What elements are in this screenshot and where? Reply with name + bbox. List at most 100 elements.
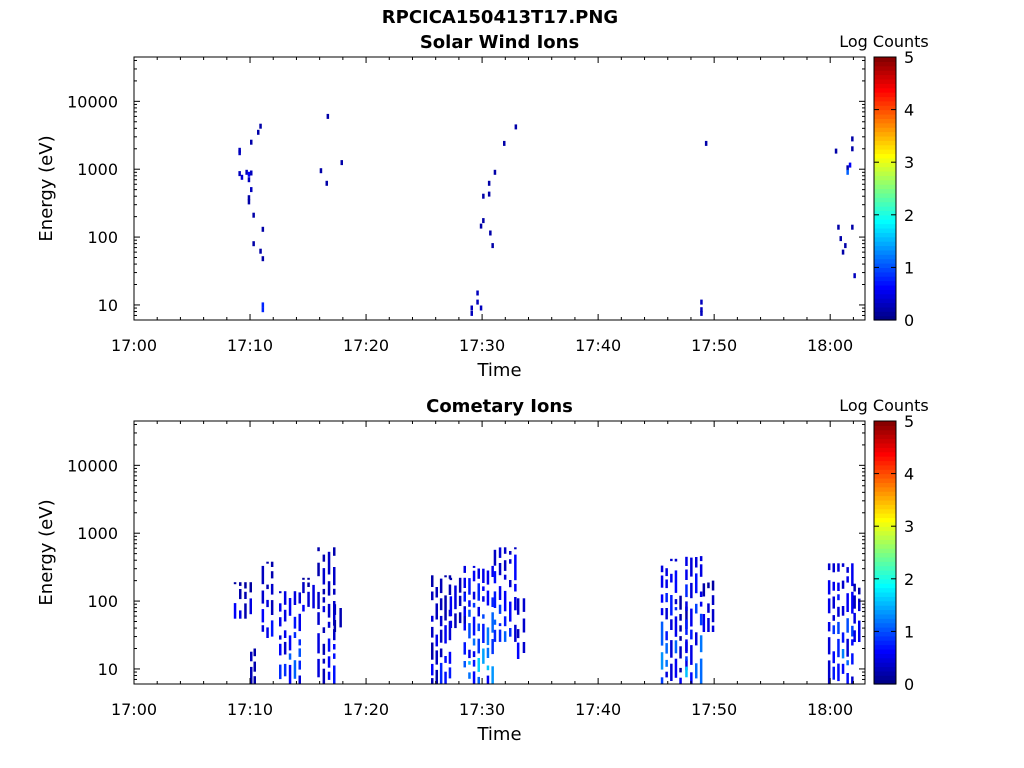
data-cell [491, 243, 494, 249]
data-cell [670, 573, 673, 583]
data-cell [298, 648, 301, 657]
data-cell [841, 663, 845, 674]
data-cell [476, 299, 479, 305]
data-cell [298, 675, 301, 684]
data-cell [307, 582, 310, 587]
data-cell [858, 598, 861, 612]
data-cell [238, 150, 241, 156]
colorbar-segment [874, 499, 896, 505]
data-cell [839, 236, 842, 242]
data-cell [482, 586, 485, 591]
colorbar-segment [874, 648, 896, 654]
data-cell [514, 597, 517, 611]
colorbar-segment [874, 61, 896, 67]
colorbar-segment [874, 561, 896, 567]
data-cell [695, 573, 698, 594]
data-cell [261, 256, 265, 262]
data-cell [674, 658, 678, 678]
data-cell [270, 571, 274, 579]
data-cell [454, 613, 457, 629]
colorbar-segment [874, 175, 896, 181]
data-cell [477, 638, 480, 654]
colorbar-segment [874, 574, 896, 580]
data-cell [482, 193, 485, 199]
data-cell [832, 615, 835, 621]
colorbar-segment [874, 460, 896, 466]
data-cell [841, 649, 845, 659]
data-cell [670, 558, 673, 562]
data-cell [846, 618, 849, 633]
colorbar-segment [874, 100, 896, 106]
colorbar-segment [874, 83, 896, 89]
data-cell [470, 305, 473, 311]
data-cell [239, 610, 242, 619]
data-cell [444, 625, 447, 644]
data-cell [239, 582, 242, 586]
data-cell [322, 643, 326, 655]
colorbar-segment [874, 214, 896, 220]
data-cell [472, 651, 476, 658]
data-cell [257, 129, 260, 135]
data-cell [674, 640, 678, 654]
colorbar-segment [874, 122, 896, 128]
colorbar-segment [874, 675, 896, 681]
colorbar-segment [874, 552, 896, 558]
colorbar-tick-label: 0 [904, 311, 914, 330]
data-cell [322, 627, 326, 633]
colorbar-segment [874, 153, 896, 159]
data-cell [448, 651, 452, 664]
data-cell [827, 580, 831, 595]
colorbar-segment [874, 105, 896, 111]
data-cell [670, 663, 673, 681]
colorbar-tick-label: 3 [904, 153, 914, 172]
data-cell [250, 139, 253, 145]
x-tick-label: 17:30 [459, 700, 505, 719]
colorbar-segment [874, 280, 896, 286]
data-cell [522, 642, 526, 653]
data-cell [660, 652, 664, 670]
colorbar-segment [874, 596, 896, 602]
data-cell [322, 568, 326, 585]
data-cell [503, 560, 507, 571]
colorbar-segment [874, 306, 896, 312]
data-cell [493, 571, 497, 584]
data-cell [679, 636, 682, 641]
data-cell [503, 631, 507, 642]
data-cell [690, 672, 693, 684]
colorbar-segment [874, 315, 896, 321]
data-cell [279, 643, 282, 656]
data-cell [487, 191, 491, 197]
colorbar-segment [874, 70, 896, 76]
colorbar-segment [874, 451, 896, 457]
data-cell [493, 619, 497, 625]
data-cell [516, 598, 520, 615]
data-cell [477, 676, 480, 684]
data-cell [851, 563, 854, 587]
data-cell [444, 656, 447, 663]
data-cell [498, 629, 502, 642]
data-cell [431, 575, 434, 587]
data-cell [487, 180, 491, 186]
colorbar-segment [874, 140, 896, 146]
data-cell [458, 612, 462, 624]
data-cell [665, 608, 668, 620]
data-cell [670, 640, 673, 658]
data-cell [245, 169, 248, 175]
colorbar-segment [874, 491, 896, 497]
data-cell [832, 596, 835, 609]
x-tick-label: 17:00 [111, 336, 157, 355]
data-cell [317, 612, 320, 625]
data-cell [463, 565, 466, 573]
data-cell [851, 136, 854, 142]
colorbar-segment [874, 486, 896, 492]
data-cell [253, 676, 256, 684]
data-cell [491, 639, 494, 655]
data-cell [322, 658, 326, 664]
colorbar-segment [874, 179, 896, 185]
data-cell [503, 547, 507, 554]
data-cell [463, 609, 466, 617]
colorbar-frame [873, 420, 897, 685]
data-cell [279, 664, 282, 680]
colorbar-segment [874, 109, 896, 115]
